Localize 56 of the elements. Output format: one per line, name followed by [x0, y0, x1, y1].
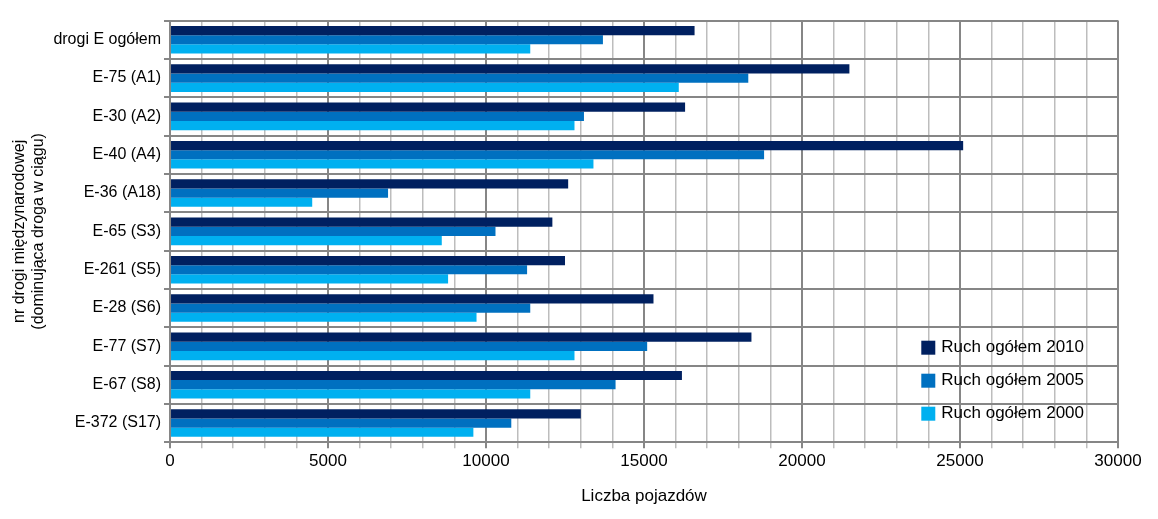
bar [171, 409, 581, 419]
bar [171, 159, 594, 169]
legend-label: Ruch ogółem 2005 [941, 370, 1085, 390]
x-tick-label: 5000 [309, 451, 347, 471]
bar [171, 274, 449, 284]
bar [171, 64, 850, 74]
y-tick-label: E-261 (S5) [83, 260, 162, 278]
x-tick-label: 20000 [778, 451, 826, 471]
legend-label: Ruch ogółem 2000 [941, 403, 1085, 423]
bar [171, 111, 584, 122]
y-tick-label: drogi E ogółem [53, 30, 162, 48]
bar [171, 418, 512, 428]
bar [171, 341, 648, 351]
bar [171, 303, 531, 313]
bar [171, 226, 496, 236]
x-tick-label: 10000 [462, 451, 510, 471]
bar [171, 35, 603, 45]
y-tick-label: E-30 (A2) [92, 106, 162, 124]
y-tick-label: E-28 (S6) [92, 298, 162, 316]
bar [171, 217, 553, 227]
bar [171, 179, 569, 189]
x-tick-label: 15000 [620, 451, 668, 471]
bar [171, 102, 686, 112]
y-tick-label: E-36 (A18) [83, 183, 162, 201]
bar [171, 236, 442, 246]
bar [171, 150, 765, 160]
bar [171, 350, 575, 361]
bar [171, 370, 682, 381]
bar [171, 427, 474, 437]
bar [171, 332, 752, 342]
x-tick-label: 30000 [1094, 451, 1142, 471]
x-axis-title: Liczba pojazdów [581, 486, 708, 506]
y-tick-label: E-65 (S3) [92, 221, 162, 239]
bar [171, 82, 679, 92]
bar [171, 312, 477, 322]
bar [171, 25, 695, 36]
y-tick-label: E-372 (S17) [74, 413, 162, 431]
y-tick-label: E-67 (S8) [92, 375, 162, 393]
bar [171, 121, 575, 131]
bar [171, 294, 654, 304]
bar [171, 140, 964, 151]
bar [171, 389, 531, 399]
x-tick-label: 0 [165, 451, 175, 471]
bar [171, 44, 531, 54]
bar [171, 197, 313, 207]
bar [171, 73, 749, 83]
x-tick-label: 25000 [936, 451, 984, 471]
y-tick-label: E-40 (A4) [92, 145, 162, 163]
y-tick-label: E-75 (A1) [92, 68, 162, 86]
bar [171, 188, 389, 198]
bar [171, 380, 616, 390]
bar [171, 255, 566, 266]
y-axis-title: nr drogi międzynarodowej (dominująca droga w ciągu) [10, 133, 47, 330]
bar [171, 265, 528, 275]
legend-label: Ruch ogółem 2010 [941, 337, 1085, 357]
y-tick-label: E-77 (S7) [92, 336, 162, 354]
